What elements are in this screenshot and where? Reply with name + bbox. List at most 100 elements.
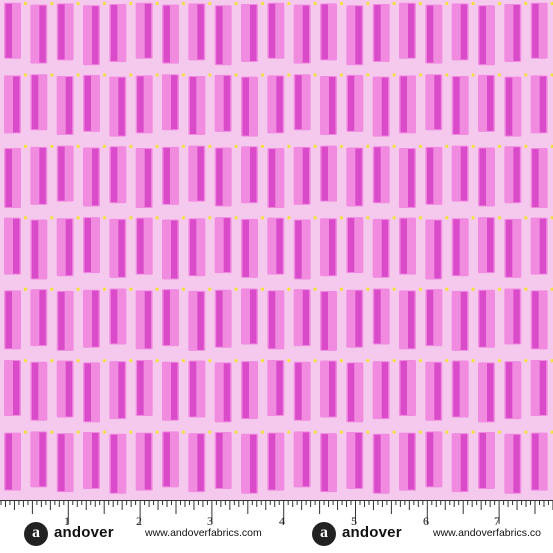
fabric-bar-stripe [65, 219, 73, 276]
fabric-dot [260, 359, 265, 363]
fabric-bar-stripe [250, 147, 257, 203]
ruler-number-1: 1 [64, 514, 70, 528]
fabric-bar-stripe [434, 75, 441, 130]
fabric-bar-stripe [479, 432, 486, 488]
fabric-dot [287, 359, 291, 363]
fabric-dot [76, 73, 80, 77]
fabric-dot [234, 430, 238, 434]
fabric-bar-stripe [84, 218, 91, 273]
fabric-bar-stripe [295, 362, 302, 420]
fabric-dot [208, 144, 212, 148]
fabric-dot [418, 144, 423, 148]
fabric-bar-stripe [321, 291, 328, 350]
website-link[interactable]: www.andoverfabrics.com [145, 527, 262, 539]
fabric-bar-stripe [355, 148, 362, 206]
fabric-dot [445, 1, 449, 6]
fabric-dot [392, 73, 396, 77]
website-link-2[interactable]: www.andoverfabrics.co [433, 527, 541, 539]
fabric-dot [366, 430, 370, 434]
fabric-dot [445, 73, 449, 77]
fabric-dot [181, 144, 186, 148]
fabric-dot [339, 216, 344, 220]
fabric-bar-stripe [321, 4, 328, 60]
fabric-dot [23, 73, 28, 77]
fabric-dot [23, 144, 28, 148]
fabric-dot [550, 359, 553, 363]
fabric-bar-stripe [65, 77, 73, 135]
fabric-bar-stripe [144, 3, 152, 58]
fabric-dot [366, 73, 370, 77]
fabric-bar-stripe [137, 218, 144, 274]
fabric-dot [234, 216, 238, 220]
fabric-bar-stripe [268, 291, 276, 349]
fabric-bar-stripe [13, 76, 20, 133]
fabric-dot [550, 430, 553, 434]
fabric-bar-stripe [355, 6, 362, 65]
fabric-bar-stripe [460, 146, 468, 201]
fabric-bar-stripe [216, 6, 223, 65]
fabric-bar-stripe [250, 5, 257, 61]
fabric-bar-stripe [242, 77, 249, 136]
fabric-dot [550, 144, 553, 148]
fabric-dot [418, 73, 423, 77]
fabric-dot [497, 359, 502, 363]
fabric-bar-stripe [118, 362, 125, 419]
fabric-dot [445, 144, 449, 148]
fabric-bar-stripe [453, 77, 460, 135]
fabric-bar-stripe [347, 363, 355, 422]
fabric-bar-stripe [5, 3, 12, 58]
ruler-number-4: 4 [279, 514, 285, 528]
fabric-dot [208, 1, 212, 6]
fabric-bar-stripe [58, 291, 65, 350]
fabric-bar-stripe [426, 290, 434, 346]
fabric-bar-stripe [532, 291, 539, 349]
fabric-bar-stripe [532, 433, 539, 490]
fabric-dot [50, 287, 54, 291]
fabric-dot [129, 430, 133, 434]
fabric-dot [181, 216, 186, 220]
fabric-dot [524, 1, 528, 6]
fabric-bar-stripe [453, 219, 460, 276]
fabric-dot [497, 216, 502, 220]
fabric-dot [129, 1, 133, 6]
fabric-bar-stripe [242, 219, 249, 277]
fabric-bar-stripe [434, 220, 441, 279]
brand-name: andover [54, 524, 114, 541]
fabric-dot [129, 216, 133, 220]
fabric-dot [392, 144, 396, 148]
fabric-bar-stripe [355, 290, 362, 347]
fabric-dot [155, 1, 159, 6]
fabric-dot [497, 287, 502, 291]
fabric-bar-stripe [223, 363, 231, 422]
fabric-bar-stripe [58, 146, 65, 201]
fabric-bar-stripe [408, 433, 415, 490]
fabric-dot [418, 287, 423, 291]
fabric-dot [313, 287, 317, 291]
fabric-bar-stripe [434, 362, 441, 420]
fabric-bar-stripe [400, 218, 407, 274]
fabric-dot [471, 287, 475, 291]
fabric-dot [260, 216, 265, 220]
fabric-bar-stripe [408, 291, 415, 349]
fabric-dot [234, 1, 238, 6]
fabric-dot [471, 1, 475, 6]
fabric-dot [129, 73, 133, 77]
fabric-dot [287, 1, 291, 6]
fabric-bar-stripe [163, 432, 170, 487]
fabric-dot [181, 430, 186, 434]
fabric-dot [497, 144, 502, 148]
fabric-dot [76, 144, 80, 148]
fabric-dot [418, 216, 423, 220]
fabric-dot [471, 359, 475, 363]
fabric-dot [313, 73, 317, 77]
fabric-bar-stripe [144, 433, 152, 490]
fabric-dot [260, 73, 265, 77]
bar-pattern [4, 1, 553, 494]
fabric-dot [366, 287, 370, 291]
fabric-dot [497, 430, 502, 434]
fabric-bar-stripe [321, 434, 328, 492]
fabric-bar-stripe [144, 149, 152, 208]
fabric-dot [102, 216, 107, 220]
fabric-bar-stripe [5, 433, 12, 490]
fabric-dot [102, 359, 107, 363]
